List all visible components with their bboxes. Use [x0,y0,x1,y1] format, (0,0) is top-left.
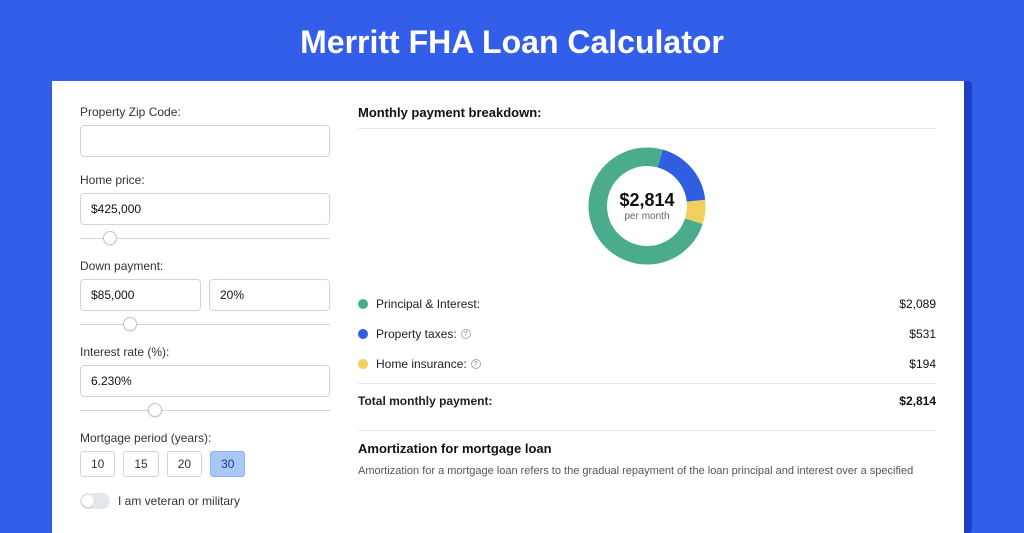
donut-amount: $2,814 [619,190,674,211]
veteran-label: I am veteran or military [118,494,240,508]
legend-total-row: Total monthly payment:$2,814 [358,383,936,416]
legend-dot [358,359,368,369]
donut-wrap: $2,814 per month [358,141,936,271]
zip-input[interactable] [80,125,330,157]
interest-rate-input[interactable] [80,365,330,397]
page-title: Merritt FHA Loan Calculator [40,24,984,61]
period-option-10[interactable]: 10 [80,451,115,477]
home-price-group: Home price: [80,173,330,247]
legend-dot [358,299,368,309]
donut-sub: per month [624,211,669,222]
down-payment-slider[interactable] [80,315,330,333]
slider-knob[interactable] [103,231,117,245]
down-payment-percent-input[interactable] [209,279,330,311]
home-price-slider[interactable] [80,229,330,247]
zip-label: Property Zip Code: [80,105,330,119]
period-label: Mortgage period (years): [80,431,330,445]
amortization-section: Amortization for mortgage loan Amortizat… [358,441,936,479]
slider-knob[interactable] [123,317,137,331]
down-payment-label: Down payment: [80,259,330,273]
donut-chart: $2,814 per month [582,141,712,271]
period-option-20[interactable]: 20 [167,451,202,477]
calculator-card: Property Zip Code: Home price: Down paym… [52,81,964,533]
legend: Principal & Interest:$2,089Property taxe… [358,289,936,416]
breakdown-header: Monthly payment breakdown: [358,105,936,129]
slider-knob[interactable] [148,403,162,417]
veteran-row: I am veteran or military [80,493,330,509]
interest-rate-label: Interest rate (%): [80,345,330,359]
info-icon[interactable]: ? [461,329,471,339]
amortization-title: Amortization for mortgage loan [358,441,936,456]
down-payment-input[interactable] [80,279,201,311]
legend-row: Principal & Interest:$2,089 [358,289,936,319]
results-panel: Monthly payment breakdown: $2,814 per mo… [358,105,936,509]
period-option-30[interactable]: 30 [210,451,245,477]
home-price-input[interactable] [80,193,330,225]
input-panel: Property Zip Code: Home price: Down paym… [80,105,330,509]
period-option-15[interactable]: 15 [123,451,158,477]
interest-rate-group: Interest rate (%): [80,345,330,419]
legend-dot [358,329,368,339]
card-shadow: Property Zip Code: Home price: Down paym… [52,81,972,533]
period-group: Mortgage period (years): 10 15 20 30 [80,431,330,477]
period-options: 10 15 20 30 [80,451,330,477]
down-payment-group: Down payment: [80,259,330,333]
amortization-text: Amortization for a mortgage loan refers … [358,464,936,479]
veteran-toggle[interactable] [80,493,110,509]
legend-label: Property taxes:? [376,327,909,341]
legend-row: Home insurance:?$194 [358,349,936,379]
legend-value: $531 [909,327,936,341]
info-icon[interactable]: ? [471,359,481,369]
legend-value: $194 [909,357,936,371]
interest-rate-slider[interactable] [80,401,330,419]
zip-group: Property Zip Code: [80,105,330,161]
legend-row: Property taxes:?$531 [358,319,936,349]
legend-value: $2,089 [899,297,936,311]
breakdown-title: Monthly payment breakdown: [358,105,936,120]
legend-label: Principal & Interest: [376,297,899,311]
home-price-label: Home price: [80,173,330,187]
legend-label: Home insurance:? [376,357,909,371]
